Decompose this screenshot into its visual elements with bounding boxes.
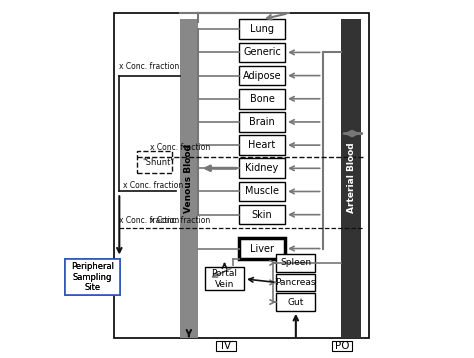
FancyBboxPatch shape: [332, 340, 352, 351]
FancyBboxPatch shape: [65, 259, 120, 295]
FancyBboxPatch shape: [239, 66, 285, 86]
Bar: [341, 19, 361, 338]
FancyBboxPatch shape: [239, 159, 285, 178]
Text: x Conc. fraction: x Conc. fraction: [150, 143, 210, 152]
FancyBboxPatch shape: [239, 89, 285, 108]
Text: Muscle: Muscle: [245, 187, 279, 197]
Text: Pancreas: Pancreas: [275, 278, 316, 287]
Text: Gut: Gut: [288, 297, 304, 306]
Text: Peripheral
Sampling
Site: Peripheral Sampling Site: [71, 262, 114, 292]
FancyBboxPatch shape: [276, 293, 316, 311]
Text: Spleen: Spleen: [280, 258, 311, 267]
FancyBboxPatch shape: [276, 274, 316, 291]
FancyBboxPatch shape: [205, 267, 244, 290]
Text: Adipose: Adipose: [243, 71, 281, 81]
Text: x Conc. fraction: x Conc. fraction: [119, 62, 180, 71]
FancyBboxPatch shape: [239, 135, 285, 155]
Text: Portal
Vein: Portal Vein: [211, 269, 237, 289]
Text: Heart: Heart: [248, 140, 275, 150]
Text: x Conc. fraction: x Conc. fraction: [150, 216, 210, 226]
FancyBboxPatch shape: [65, 259, 120, 295]
Text: Bone: Bone: [249, 94, 274, 104]
Text: x Conc. fraction: x Conc. fraction: [123, 180, 183, 190]
Text: Lung: Lung: [250, 24, 274, 34]
Text: Generic: Generic: [243, 47, 281, 57]
Text: x Conc. fraction: x Conc. fraction: [119, 216, 180, 226]
FancyBboxPatch shape: [217, 340, 236, 351]
Text: "Shunt": "Shunt": [143, 158, 174, 166]
FancyBboxPatch shape: [239, 43, 285, 62]
FancyBboxPatch shape: [239, 112, 285, 132]
FancyBboxPatch shape: [239, 182, 285, 201]
FancyBboxPatch shape: [239, 205, 285, 224]
Text: Skin: Skin: [252, 210, 273, 220]
Text: Peripheral
Sampling
Site: Peripheral Sampling Site: [71, 262, 114, 292]
FancyBboxPatch shape: [239, 19, 285, 39]
Bar: [180, 19, 198, 338]
Text: Venous Blood: Venous Blood: [184, 144, 193, 213]
Text: Arterial Blood: Arterial Blood: [346, 143, 356, 213]
Text: Kidney: Kidney: [246, 163, 279, 173]
Text: IV: IV: [221, 341, 231, 351]
FancyBboxPatch shape: [276, 254, 316, 272]
Text: Liver: Liver: [250, 243, 274, 253]
Text: Brain: Brain: [249, 117, 275, 127]
FancyBboxPatch shape: [239, 238, 285, 259]
Text: PO: PO: [335, 341, 349, 351]
